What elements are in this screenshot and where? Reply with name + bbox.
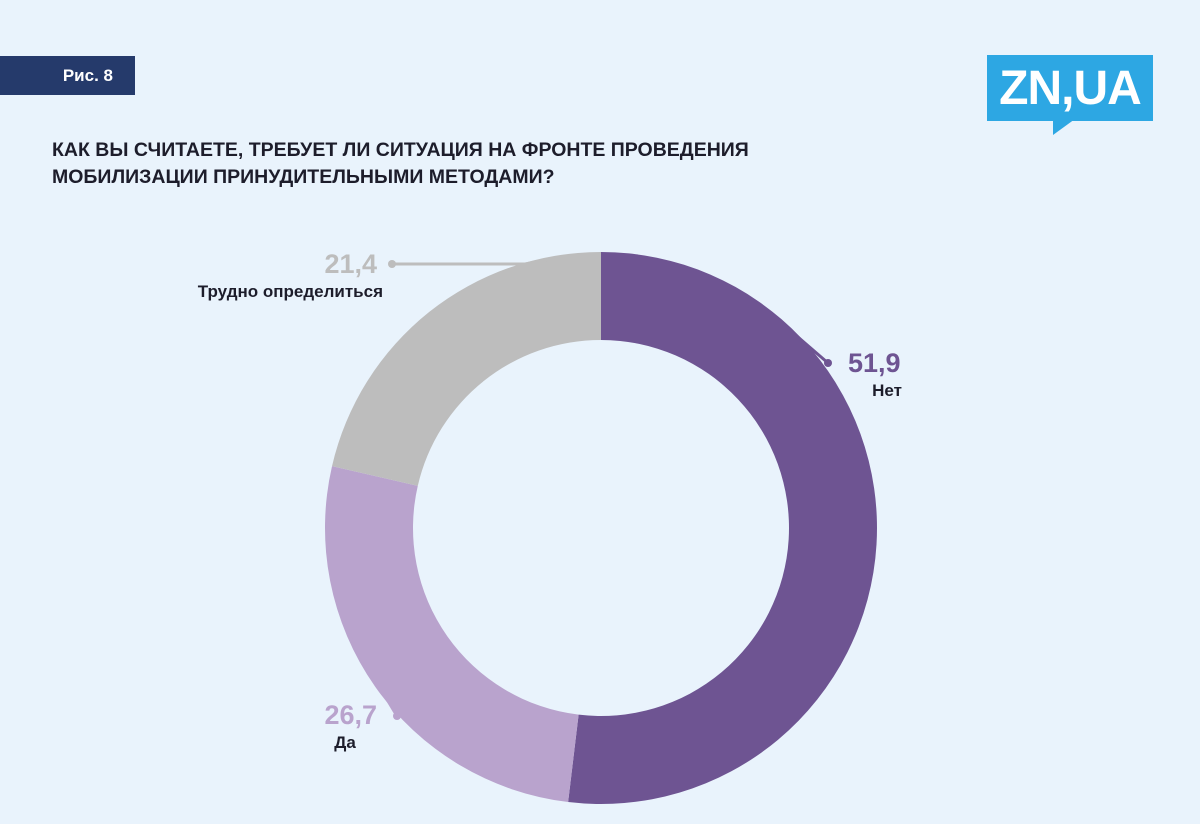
zn-ua-logo: ZN,UA — [987, 55, 1153, 135]
chart-title-line-2: мобилизации принудительными методами? — [52, 166, 555, 188]
data-label-category-0: Нет — [872, 381, 902, 400]
leader-dot-1 — [393, 712, 401, 720]
leader-dot-0 — [824, 359, 832, 367]
donut-slice-1 — [325, 466, 579, 803]
data-label-category-1: Да — [334, 733, 356, 752]
logo-speech-tail — [1053, 119, 1075, 135]
leader-line-0 — [762, 306, 829, 365]
donut-slice-0 — [568, 252, 878, 805]
leader-line-2 — [392, 254, 565, 266]
data-label-value-1: 26,7 — [324, 700, 377, 730]
figure-number-tag: Рис. 8 — [0, 56, 135, 95]
leader-line-1 — [348, 636, 399, 717]
leader-dot-2 — [388, 260, 396, 268]
data-label-value-2: 21,4 — [324, 249, 377, 279]
chart-title-line-1: Как вы считаете, требует ли ситуация на … — [52, 139, 749, 161]
data-label-category-2: Трудно определиться — [198, 282, 383, 301]
logo-text: ZN,UA — [987, 55, 1153, 121]
chart-title: Как вы считаете, требует ли ситуация на … — [52, 137, 952, 191]
data-label-value-0: 51,9 — [848, 348, 901, 378]
donut-slice-2 — [332, 252, 601, 486]
